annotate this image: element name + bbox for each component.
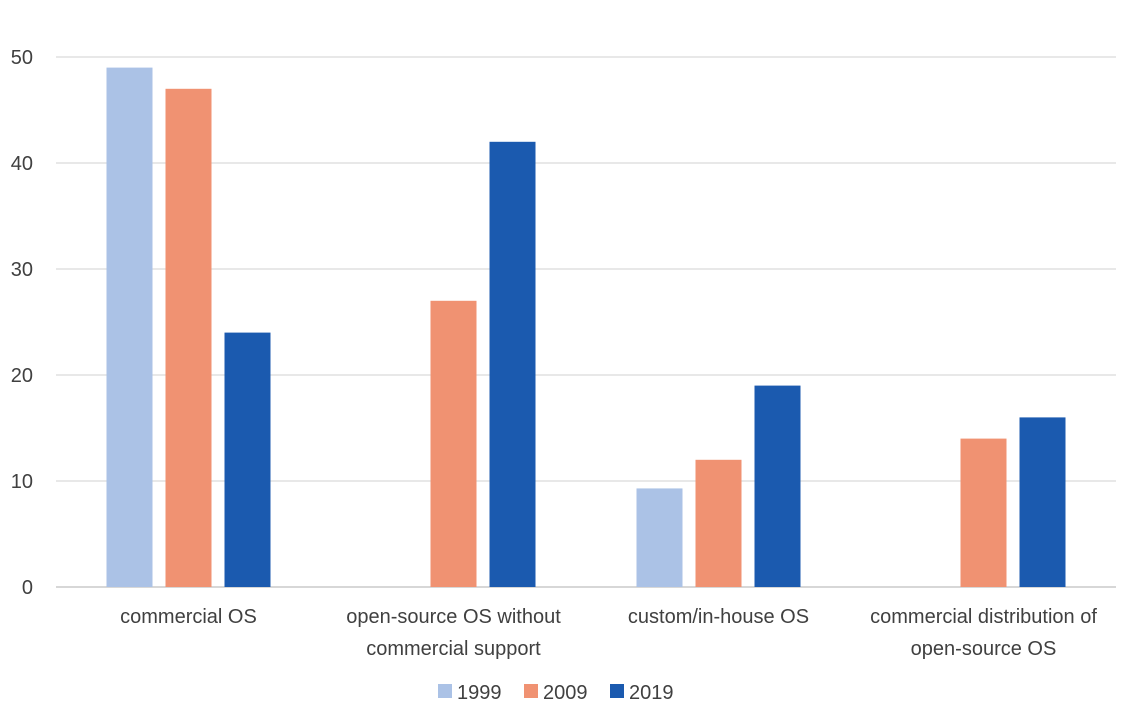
category-label-3-line-0: commercial distribution of — [870, 606, 1097, 628]
legend-swatch-2009 — [524, 684, 538, 698]
legend-label-1999: 1999 — [457, 682, 502, 704]
category-label-1-line-1: commercial support — [366, 638, 541, 660]
bar-2009-cat-2 — [695, 459, 742, 587]
legend: 1999 2009 2019 — [438, 682, 674, 704]
bar-2009-cat-3 — [960, 438, 1007, 587]
bar-2009-cat-1 — [430, 300, 477, 587]
bars — [106, 67, 1066, 588]
y-tick-label-20: 20 — [11, 365, 33, 387]
bar-1999-cat-0 — [106, 67, 153, 588]
y-tick-label-10: 10 — [11, 471, 33, 493]
category-label-0-line-0: commercial OS — [120, 606, 257, 628]
category-label-2-line-0: custom/in-house OS — [628, 606, 809, 628]
bar-2019-cat-3 — [1019, 417, 1066, 587]
y-tick-label-30: 30 — [11, 259, 33, 281]
bar-2019-cat-1 — [489, 141, 536, 588]
bar-2019-cat-0 — [224, 332, 271, 587]
category-label-1-line-0: open-source OS without — [346, 606, 561, 628]
legend-label-2009: 2009 — [543, 682, 588, 704]
bar-2019-cat-2 — [754, 385, 801, 587]
category-label-3-line-1: open-source OS — [911, 638, 1057, 660]
y-tick-label-40: 40 — [11, 153, 33, 175]
x-axis-category-labels: commercial OS open-source OS without comme… — [120, 606, 1097, 660]
legend-label-2019: 2019 — [629, 682, 674, 704]
legend-swatch-2019 — [610, 684, 624, 698]
bar-2009-cat-0 — [165, 88, 212, 588]
bar-1999-cat-2 — [636, 488, 683, 587]
y-tick-label-50: 50 — [11, 47, 33, 69]
legend-swatch-1999 — [438, 684, 452, 698]
y-tick-label-0: 0 — [22, 577, 33, 599]
gridlines — [56, 56, 1116, 588]
y-axis-tick-labels: 0 10 20 30 40 50 — [11, 47, 33, 599]
